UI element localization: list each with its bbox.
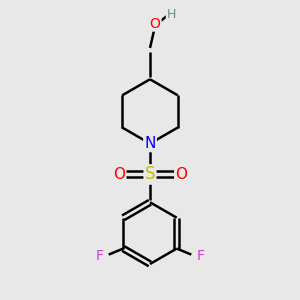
Text: O: O bbox=[113, 167, 125, 182]
Text: F: F bbox=[95, 249, 103, 263]
Text: N: N bbox=[144, 136, 156, 151]
Text: S: S bbox=[145, 165, 155, 183]
Text: H: H bbox=[167, 8, 176, 21]
Text: O: O bbox=[150, 16, 160, 31]
Text: O: O bbox=[175, 167, 187, 182]
Text: F: F bbox=[197, 249, 205, 263]
